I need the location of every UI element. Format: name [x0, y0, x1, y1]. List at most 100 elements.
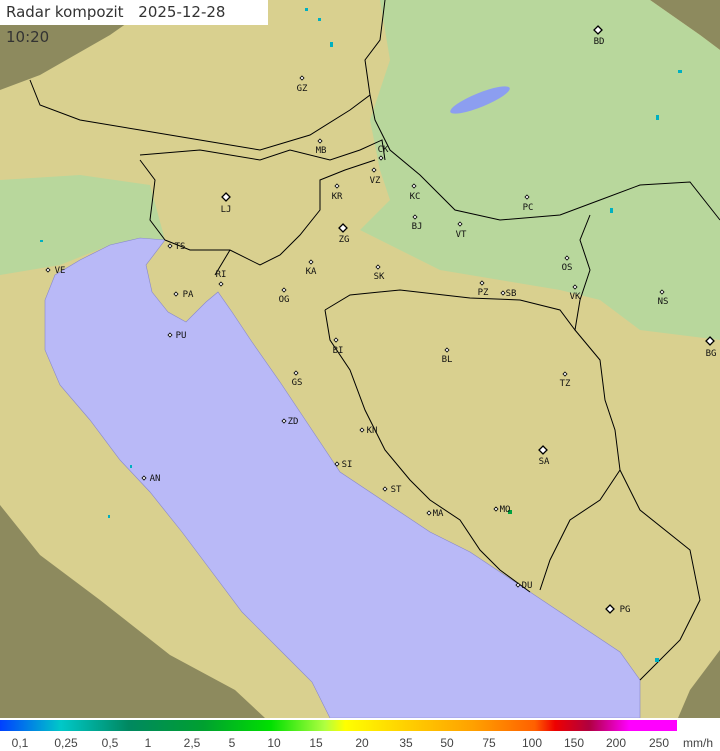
- city-marker-icon: [281, 418, 287, 424]
- city-marker-icon: [167, 332, 173, 338]
- city-label: TZ: [560, 379, 571, 389]
- city-marker-icon: [375, 264, 381, 270]
- city-label: OS: [562, 263, 573, 273]
- city-marker-icon: [562, 371, 568, 377]
- city-label: MB: [316, 146, 327, 156]
- city-marker-icon: [605, 604, 615, 614]
- city-label: VK: [570, 292, 581, 302]
- legend-unit: mm/h: [683, 736, 713, 750]
- city-marker-icon: [426, 510, 432, 516]
- city-label: KA: [306, 267, 317, 277]
- city-label: SK: [374, 272, 385, 282]
- city-marker-icon: [167, 243, 173, 249]
- city-marker-icon: [705, 336, 715, 346]
- city-label: TS: [175, 242, 186, 252]
- city-marker-icon: [593, 25, 603, 35]
- city-marker-icon: [173, 291, 179, 297]
- legend-tick: 0,5: [101, 736, 119, 750]
- legend-tick: 10: [267, 736, 281, 750]
- city-marker-icon: [382, 486, 388, 492]
- city-label: PU: [176, 331, 187, 341]
- city-label: SA: [539, 457, 550, 467]
- city-marker-icon: [317, 138, 323, 144]
- city-marker-icon: [338, 223, 348, 233]
- city-marker-icon: [218, 281, 224, 287]
- city-label: DU: [522, 581, 533, 591]
- city-label: ZD: [288, 417, 299, 427]
- city-label: PZ: [478, 288, 489, 298]
- city-marker-icon: [333, 337, 339, 343]
- legend-tick: 0,25: [54, 736, 78, 750]
- city-label: AN: [150, 474, 161, 484]
- city-label: CK: [378, 145, 389, 155]
- country-borders: [29, 0, 720, 681]
- city-marker-icon: [564, 255, 570, 261]
- city-label: ZG: [339, 235, 350, 245]
- city-label: VZ: [370, 176, 381, 186]
- title-time: 10:20: [6, 28, 50, 46]
- city-marker-icon: [334, 183, 340, 189]
- city-marker-icon: [371, 167, 377, 173]
- lake-balaton: [450, 86, 510, 114]
- city-label: BG: [706, 349, 717, 359]
- legend-tick: 75: [482, 736, 496, 750]
- city-marker-icon: [293, 370, 299, 376]
- city-label: SI: [342, 460, 353, 470]
- legend-tick: 1: [144, 736, 152, 750]
- precipitation-echoes: [40, 8, 682, 662]
- city-markers: BD GZ MB CK VZ KR KC PC LJ ZG BJ VT TS VE RI KA SK OS PA OG…: [45, 25, 717, 615]
- city-marker-icon: [444, 347, 450, 353]
- city-marker-icon: [359, 427, 365, 433]
- city-marker-icon: [141, 475, 147, 481]
- legend-tick: 15: [309, 736, 323, 750]
- city-marker-icon: [493, 506, 499, 512]
- city-label: BD: [594, 37, 605, 47]
- city-marker-icon: [299, 75, 305, 81]
- radar-map[interactable]: BD GZ MB CK VZ KR KC PC LJ ZG BJ VT TS VE RI KA SK OS PA OG…: [0, 0, 720, 718]
- legend-tick: 35: [399, 736, 413, 750]
- city-marker-icon: [334, 461, 340, 467]
- pannonian-plain: [360, 0, 720, 340]
- city-marker-icon: [45, 267, 51, 273]
- city-label: ST: [391, 485, 402, 495]
- city-marker-icon: [308, 259, 314, 265]
- city-label: MA: [433, 509, 444, 519]
- legend-tick: 150: [563, 736, 585, 750]
- city-label: PA: [183, 290, 194, 300]
- legend-tick: 250: [648, 736, 670, 750]
- city-label: PG: [620, 605, 631, 615]
- color-scale-bar: [0, 720, 677, 731]
- city-marker-icon: [572, 284, 578, 290]
- city-marker-icon: [524, 194, 530, 200]
- intensity-legend: 0,1 0,25 0,5 1 2,5 5 10 15 20 35 50 75 100 150 200 250 …: [0, 718, 720, 751]
- legend-tick: 20: [355, 736, 369, 750]
- legend-tick: 200: [605, 736, 627, 750]
- city-marker-icon: [538, 445, 548, 455]
- legend-tick: 0,1: [11, 736, 29, 750]
- city-label: PC: [523, 203, 534, 213]
- city-marker-icon: [221, 192, 231, 202]
- map-title: Radar kompozit 2025-12-28 10:20: [0, 0, 268, 46]
- adriatic-sea: [44, 237, 641, 718]
- city-marker-icon: [411, 183, 417, 189]
- city-label: BI: [333, 346, 344, 356]
- city-label: SB: [506, 289, 517, 299]
- city-label: BL: [442, 355, 453, 365]
- legend-tick: 100: [521, 736, 543, 750]
- city-marker-icon: [378, 155, 384, 161]
- city-marker-icon: [281, 287, 287, 293]
- city-label: LJ: [221, 205, 232, 215]
- city-marker-icon: [515, 582, 521, 588]
- city-label: RI: [216, 270, 227, 280]
- po-valley: [0, 175, 165, 275]
- city-label: BJ: [412, 222, 423, 232]
- city-label: KR: [332, 192, 343, 202]
- city-marker-icon: [659, 289, 665, 295]
- city-label: VE: [55, 266, 66, 276]
- legend-tick: 50: [440, 736, 454, 750]
- city-marker-icon: [479, 280, 485, 286]
- city-label: GZ: [297, 84, 308, 94]
- city-label: NS: [658, 297, 669, 307]
- city-label: OG: [279, 295, 290, 305]
- legend-tick: 2,5: [183, 736, 201, 750]
